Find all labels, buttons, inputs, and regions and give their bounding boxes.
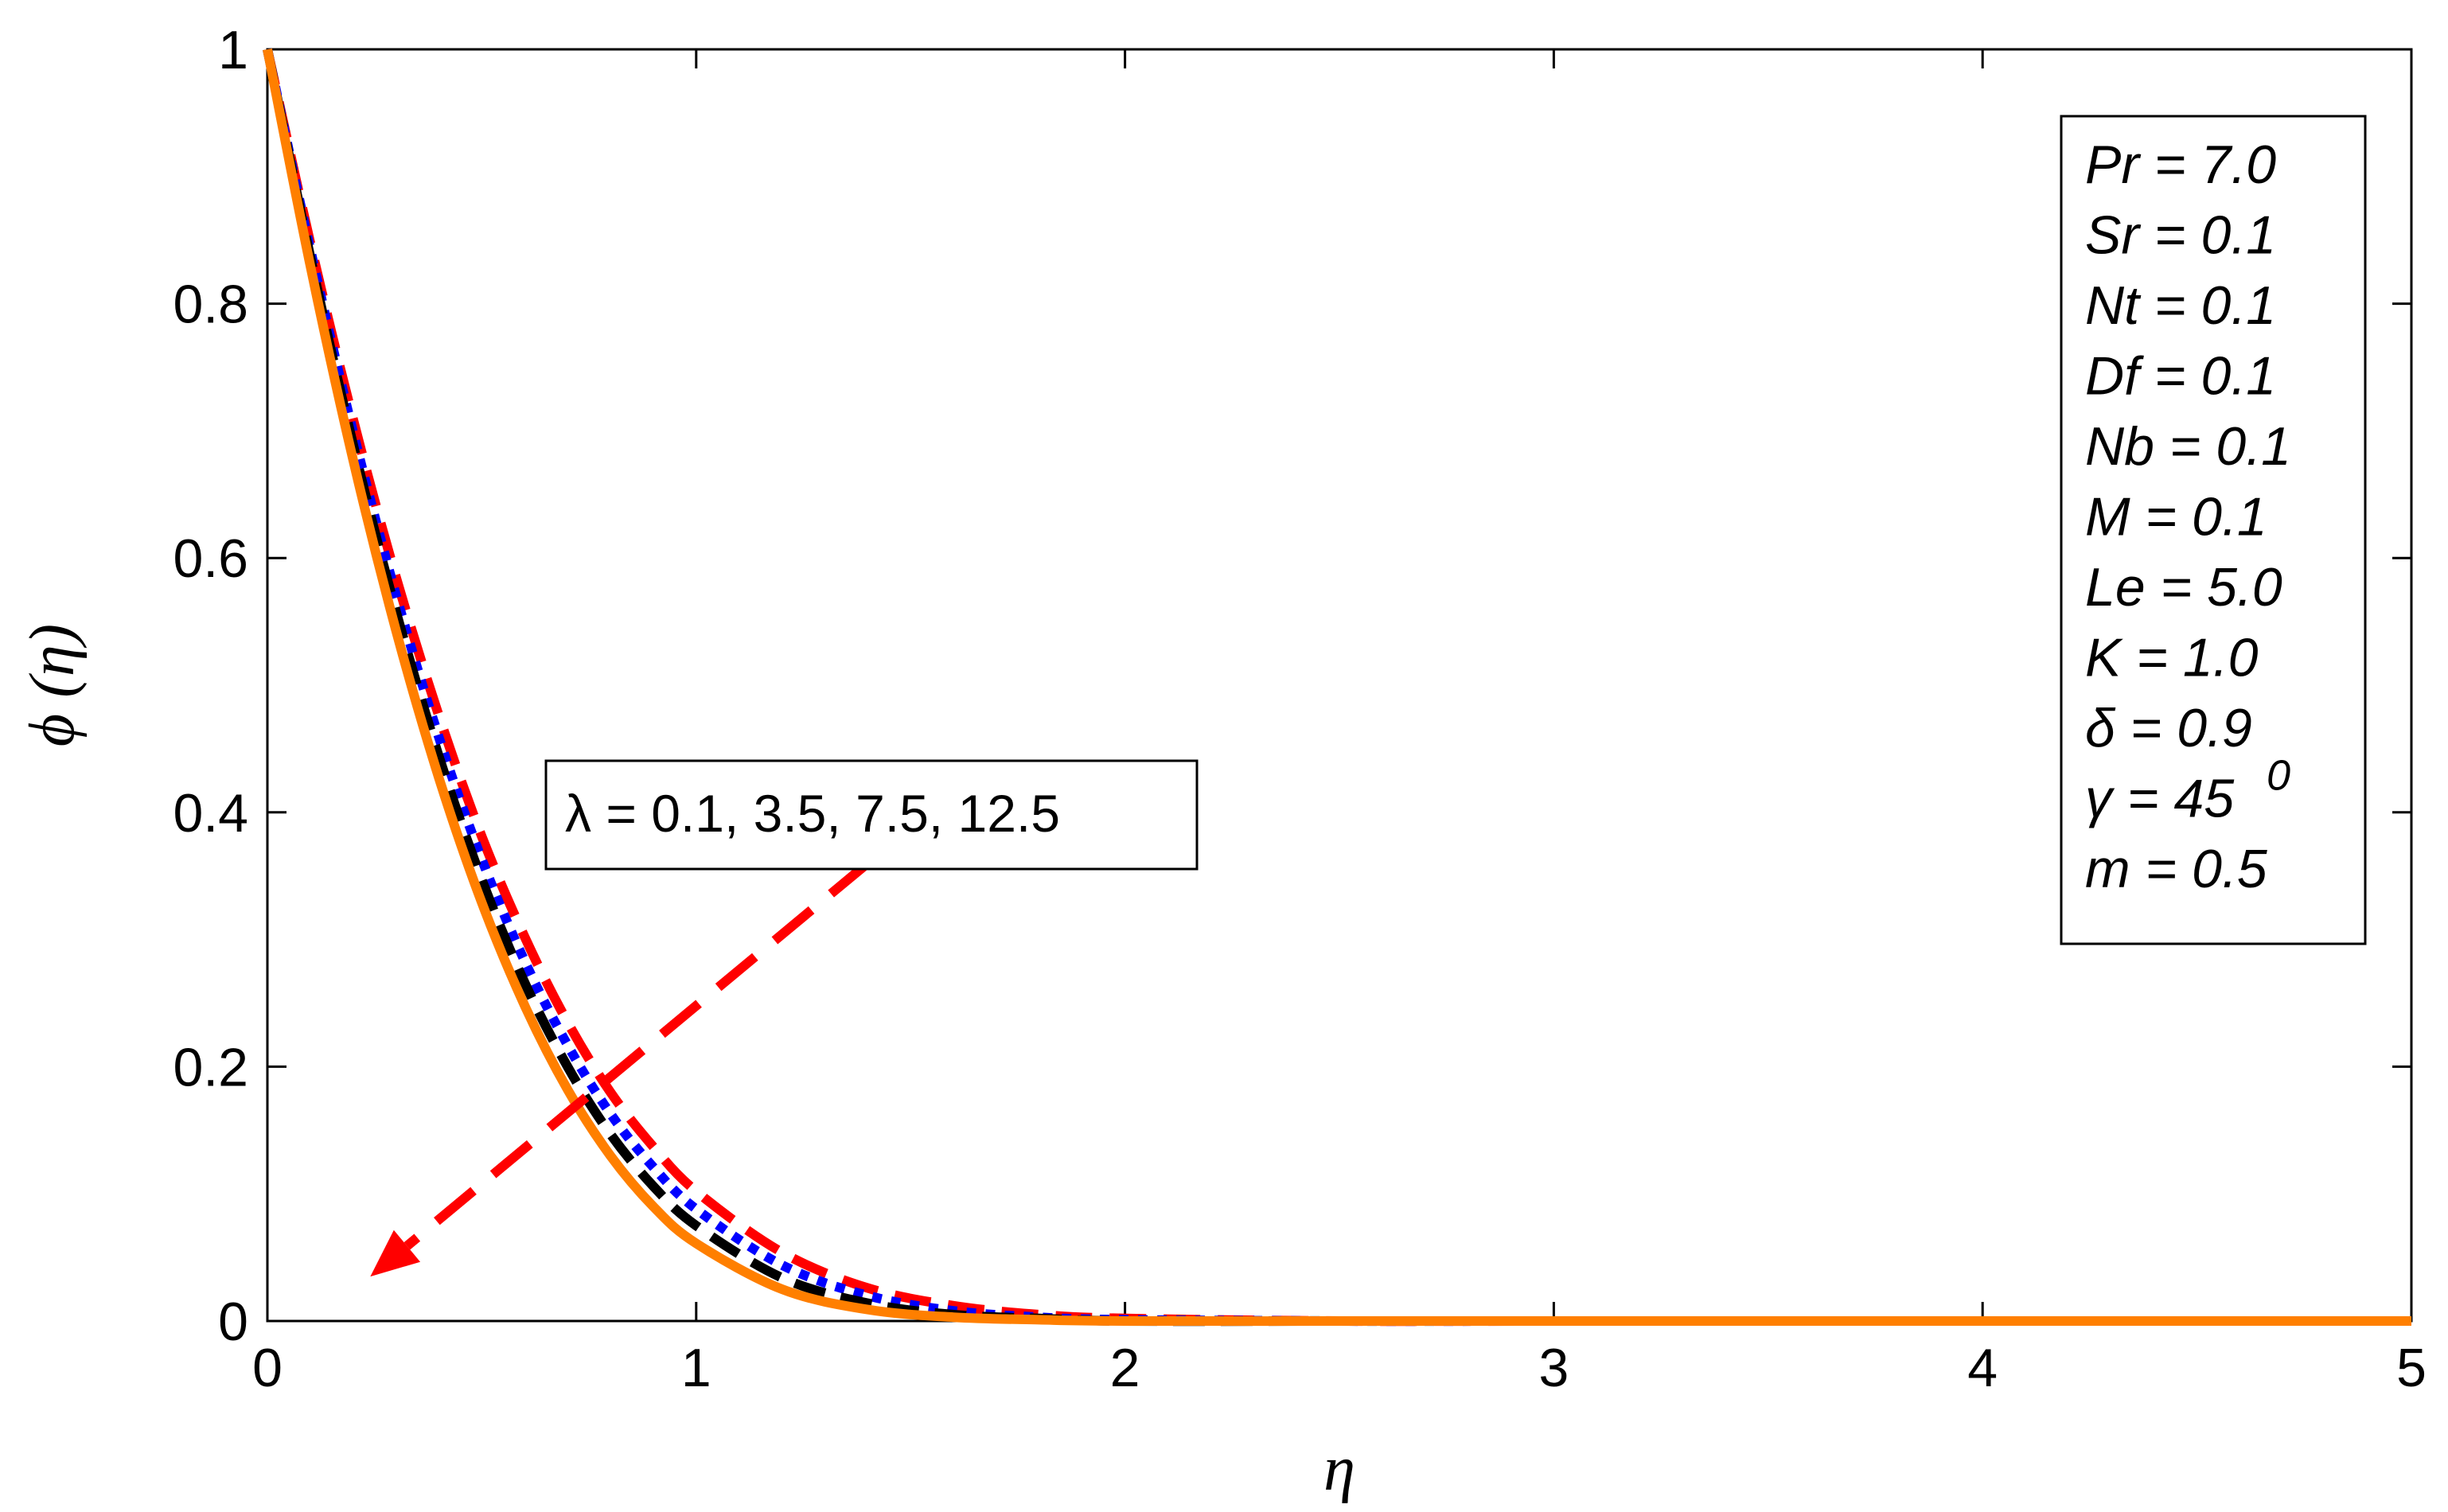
- parameter-line: K = 1.0: [2085, 628, 2259, 688]
- x-tick-label: 4: [1967, 1338, 1998, 1398]
- x-tick-label: 3: [1538, 1338, 1569, 1398]
- parameter-box: Pr = 7.0 Sr = 0.1 Nt = 0.1 Df = 0.1 Nb = 0.1…: [2060, 115, 2367, 945]
- annotation-arrow-head: [370, 1229, 421, 1277]
- x-axis-label: η: [1323, 1434, 1355, 1504]
- parameter-line: Le = 5.0: [2085, 557, 2282, 618]
- y-tick-label: 0.4: [173, 783, 248, 844]
- parameter-line: Nb = 0.1: [2085, 416, 2291, 477]
- axes: 0 1 2 3 4 5 0 0.2 0.4 0.6 0.8 1 η ϕ (η): [18, 20, 2427, 1504]
- parameter-line: M = 0.1: [2085, 487, 2267, 548]
- x-tick-label: 1: [681, 1338, 711, 1398]
- x-tick-label: 5: [2396, 1338, 2427, 1398]
- x-tick-label: 2: [1110, 1338, 1140, 1398]
- y-tick-label: 0.2: [173, 1037, 248, 1097]
- parameter-box-frame: [2060, 115, 2367, 945]
- annotation: λ = 0.1, 3.5, 7.5, 12.5: [370, 759, 1199, 1277]
- parameter-line: Sr = 0.1: [2085, 205, 2276, 266]
- series-line-orange-solid: [263, 48, 2411, 1327]
- annotation-label: λ = 0.1, 3.5, 7.5, 12.5: [565, 784, 1060, 843]
- parameter-line: m = 0.5: [2085, 839, 2267, 899]
- parameter-line: Nt = 0.1: [2085, 275, 2276, 336]
- parameter-line: γ = 45: [2085, 769, 2234, 829]
- annotation-arrow-shaft: [403, 859, 871, 1250]
- y-tick-label: 0.8: [173, 275, 248, 335]
- x-tick-label: 0: [252, 1338, 283, 1398]
- parameter-superscript: 0: [2267, 752, 2290, 800]
- y-axis-label: ϕ (η): [18, 624, 88, 746]
- y-tick-label: 0: [218, 1292, 248, 1352]
- parameter-line: Df = 0.1: [2085, 346, 2276, 407]
- series-lines: [263, 48, 2411, 1327]
- parameter-line: Pr = 7.0: [2085, 134, 2276, 195]
- annotation-label-box: [544, 759, 1199, 871]
- y-tick-label: 0.6: [173, 528, 248, 589]
- parameter-line: δ = 0.9: [2085, 698, 2252, 758]
- y-tick-label: 1: [218, 20, 248, 80]
